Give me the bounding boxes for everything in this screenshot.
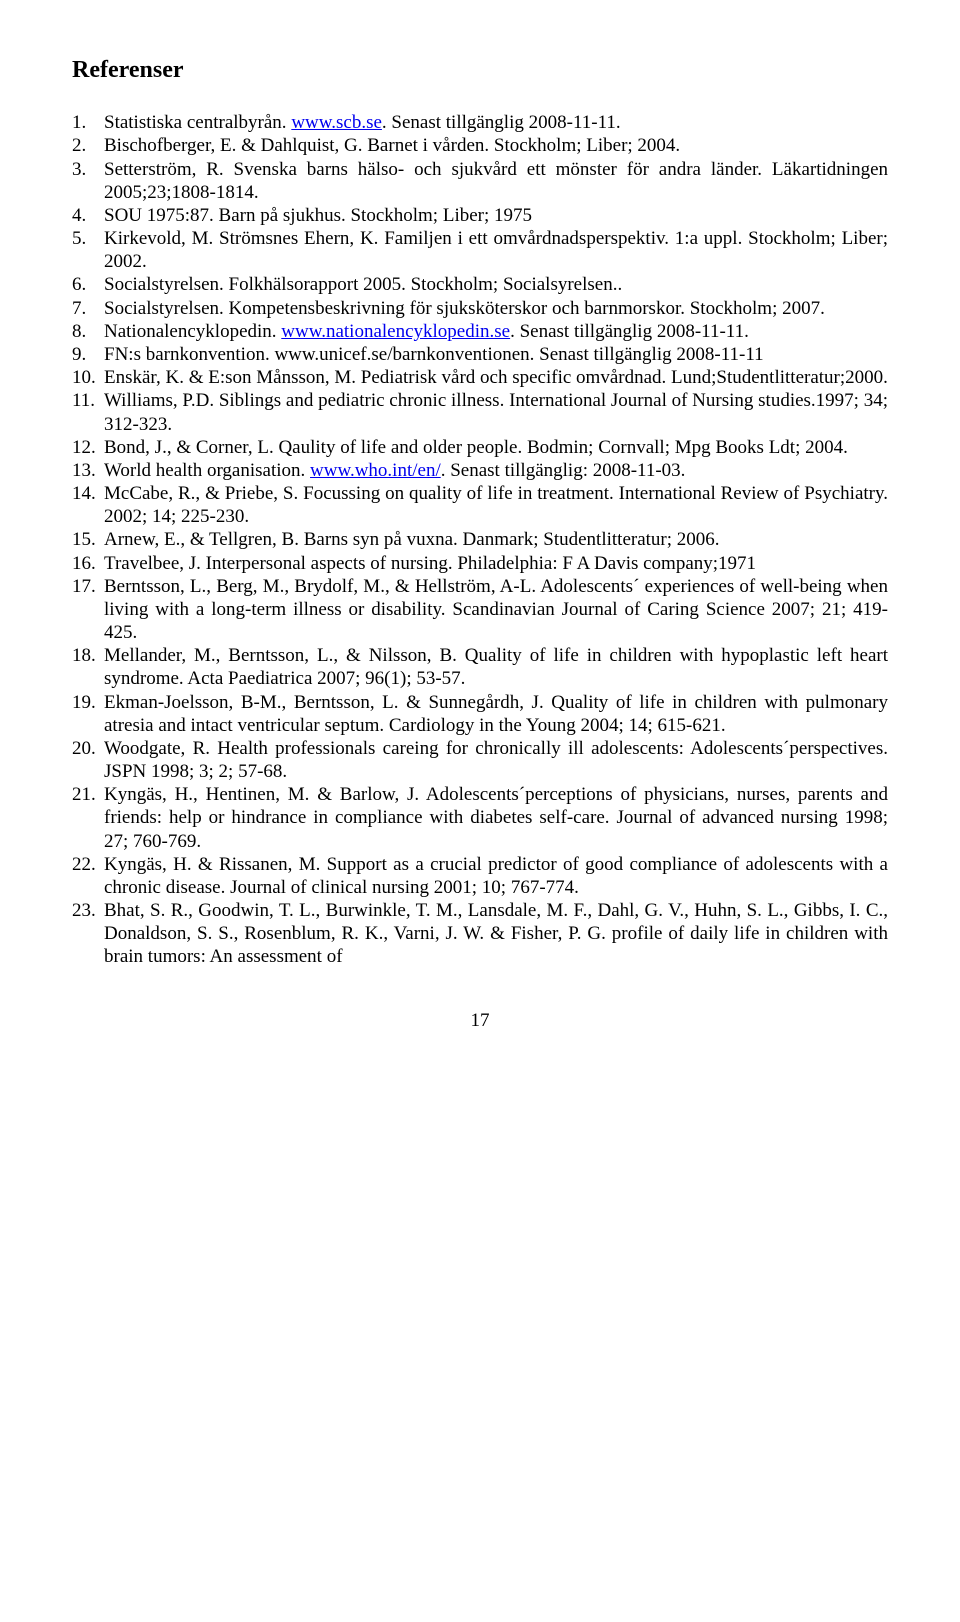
reference-item: Williams, P.D. Siblings and pediatric ch… bbox=[72, 389, 888, 435]
reference-text: SOU 1975:87. Barn på sjukhus. Stockholm;… bbox=[104, 205, 532, 226]
reference-text: World health organisation. bbox=[104, 460, 310, 481]
reference-item: Setterström, R. Svenska barns hälso- och… bbox=[72, 158, 888, 204]
reference-text: Kirkevold, M. Strömsnes Ehern, K. Familj… bbox=[104, 228, 888, 272]
reference-item: Travelbee, J. Interpersonal aspects of n… bbox=[72, 552, 888, 575]
reference-link[interactable]: www.scb.se bbox=[291, 112, 382, 133]
reference-text: Bond, J., & Corner, L. Qaulity of life a… bbox=[104, 437, 848, 458]
reference-text: Statistiska centralbyrån. bbox=[104, 112, 291, 133]
reference-text: Setterström, R. Svenska barns hälso- och… bbox=[104, 159, 888, 203]
reference-text: Berntsson, L., Berg, M., Brydolf, M., & … bbox=[104, 576, 888, 643]
reference-text: . Senast tillgänglig: 2008-11-03. bbox=[441, 460, 686, 481]
reference-text: Travelbee, J. Interpersonal aspects of n… bbox=[104, 553, 756, 574]
reference-item: Socialstyrelsen. Kompetensbeskrivning fö… bbox=[72, 297, 888, 320]
reference-item: Bhat, S. R., Goodwin, T. L., Burwinkle, … bbox=[72, 899, 888, 969]
page-title: Referenser bbox=[72, 56, 888, 85]
reference-text: . Senast tillgänglig 2008-11-11. bbox=[510, 321, 749, 342]
reference-item: Bond, J., & Corner, L. Qaulity of life a… bbox=[72, 436, 888, 459]
page-number: 17 bbox=[72, 1009, 888, 1032]
reference-item: SOU 1975:87. Barn på sjukhus. Stockholm;… bbox=[72, 204, 888, 227]
reference-text: Kyngäs, H. & Rissanen, M. Support as a c… bbox=[104, 854, 888, 898]
reference-item: Kyngäs, H., Hentinen, M. & Barlow, J. Ad… bbox=[72, 783, 888, 853]
reference-text: Enskär, K. & E:son Månsson, M. Pediatris… bbox=[104, 367, 888, 388]
reference-item: Ekman-Joelsson, B-M., Berntsson, L. & Su… bbox=[72, 691, 888, 737]
reference-item: Kyngäs, H. & Rissanen, M. Support as a c… bbox=[72, 853, 888, 899]
reference-item: Bischofberger, E. & Dahlquist, G. Barnet… bbox=[72, 134, 888, 157]
reference-text: . Senast tillgänglig 2008-11-11. bbox=[382, 112, 621, 133]
reference-item: McCabe, R., & Priebe, S. Focussing on qu… bbox=[72, 482, 888, 528]
reference-link[interactable]: www.who.int/en/ bbox=[310, 460, 441, 481]
reference-text: Mellander, M., Berntsson, L., & Nilsson,… bbox=[104, 645, 888, 689]
reference-item: FN:s barnkonvention. www.unicef.se/barnk… bbox=[72, 343, 888, 366]
reference-item: World health organisation. www.who.int/e… bbox=[72, 459, 888, 482]
reference-text: Bhat, S. R., Goodwin, T. L., Burwinkle, … bbox=[104, 900, 888, 967]
reference-item: Nationalencyklopedin. www.nationalencykl… bbox=[72, 320, 888, 343]
reference-item: Arnew, E., & Tellgren, B. Barns syn på v… bbox=[72, 528, 888, 551]
reference-text: Bischofberger, E. & Dahlquist, G. Barnet… bbox=[104, 135, 680, 156]
reference-list: Statistiska centralbyrån. www.scb.se. Se… bbox=[72, 111, 888, 968]
reference-text: FN:s barnkonvention. www.unicef.se/barnk… bbox=[104, 344, 764, 365]
reference-link[interactable]: www.nationalencyklopedin.se bbox=[281, 321, 510, 342]
reference-item: Statistiska centralbyrån. www.scb.se. Se… bbox=[72, 111, 888, 134]
reference-text: Kyngäs, H., Hentinen, M. & Barlow, J. Ad… bbox=[104, 784, 888, 851]
reference-item: Mellander, M., Berntsson, L., & Nilsson,… bbox=[72, 644, 888, 690]
reference-text: Socialstyrelsen. Kompetensbeskrivning fö… bbox=[104, 298, 825, 319]
reference-item: Woodgate, R. Health professionals carein… bbox=[72, 737, 888, 783]
reference-text: Arnew, E., & Tellgren, B. Barns syn på v… bbox=[104, 529, 720, 550]
reference-text: Ekman-Joelsson, B-M., Berntsson, L. & Su… bbox=[104, 692, 888, 736]
reference-text: Socialstyrelsen. Folkhälsorapport 2005. … bbox=[104, 274, 622, 295]
reference-text: Williams, P.D. Siblings and pediatric ch… bbox=[104, 390, 888, 434]
reference-item: Kirkevold, M. Strömsnes Ehern, K. Familj… bbox=[72, 227, 888, 273]
reference-item: Socialstyrelsen. Folkhälsorapport 2005. … bbox=[72, 273, 888, 296]
reference-text: Woodgate, R. Health professionals carein… bbox=[104, 738, 888, 782]
reference-text: McCabe, R., & Priebe, S. Focussing on qu… bbox=[104, 483, 888, 527]
reference-item: Enskär, K. & E:son Månsson, M. Pediatris… bbox=[72, 366, 888, 389]
reference-text: Nationalencyklopedin. bbox=[104, 321, 281, 342]
reference-item: Berntsson, L., Berg, M., Brydolf, M., & … bbox=[72, 575, 888, 645]
